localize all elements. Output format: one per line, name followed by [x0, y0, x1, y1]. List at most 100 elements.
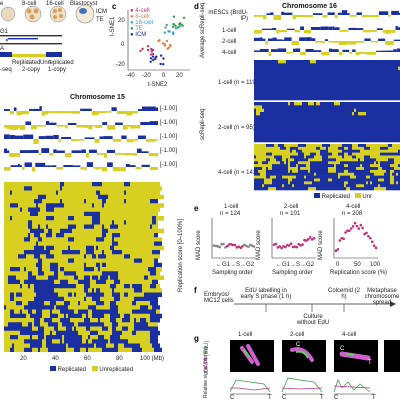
chr16-heat-4cell — [278, 179, 286, 182]
chr15-heatmap-cell — [110, 225, 118, 230]
chr15-heatmap-cell — [48, 225, 56, 230]
chr15-heatmap-cell — [14, 271, 16, 276]
chr16-heat-2cell — [332, 132, 340, 136]
micro-image-partial — [384, 340, 400, 372]
chr15-heatmap-cell — [90, 242, 98, 247]
chr15-heatmap-cell — [150, 271, 156, 276]
chr15-heatmap-cell — [66, 327, 72, 332]
chr16-heat-4cell — [288, 179, 292, 182]
chr16-4cell-track — [332, 49, 338, 52]
repli-score-label: Replication score [0–100%] — [178, 219, 184, 292]
chr15-heatmap-cell — [44, 293, 46, 298]
chr16-heat-1cell — [308, 80, 312, 84]
chr16-heat-1cell — [350, 67, 352, 71]
chr16-heat-2cell — [256, 109, 264, 113]
chr16-heat-4cell — [386, 161, 394, 164]
chr16-heat-2cell — [350, 105, 354, 109]
chr15-track — [99, 167, 102, 169]
chr16-heat-2cell — [314, 112, 320, 116]
chr15-heatmap-cell — [32, 322, 34, 327]
chr15-heatmap-cell — [154, 242, 162, 247]
chr15-heatmap-cell — [62, 335, 64, 340]
chr15-heatmap-cell — [126, 242, 128, 247]
chr16-heat-4cell — [280, 147, 286, 150]
chr16-heat-4cell — [290, 164, 296, 167]
chr16-heat-2cell — [320, 112, 322, 116]
chr15-heatmap-cell — [72, 280, 78, 285]
chr16-heat-2cell — [336, 139, 338, 143]
chr15-heatmap-cell — [60, 344, 66, 349]
chr16-heat-2cell — [362, 109, 366, 113]
g-t-mark: T — [368, 360, 372, 366]
chr15-heatmap-cell — [98, 233, 102, 238]
chr16-heat-1cell — [374, 93, 378, 97]
chr16-heat-4cell — [266, 153, 272, 156]
chr16-heat-4cell — [352, 181, 358, 184]
chr16-heat-4cell — [320, 153, 322, 156]
chr15-heatmap-cell — [130, 254, 138, 259]
chr16-heat-4cell — [314, 156, 322, 159]
chr15-heatmap-cell — [156, 229, 164, 234]
panel-e: e 1-cell n = 124 2-cell n = 101 4-cell n… — [194, 202, 400, 284]
chr16-heat-4cell — [390, 170, 394, 173]
chr15-heatmap-cell — [56, 182, 60, 187]
chr15-heatmap-cell — [74, 259, 78, 264]
chr16-heat-1cell — [320, 83, 324, 87]
chr15-heatmap-cell — [124, 327, 128, 332]
chr16-heat-4cell — [390, 173, 392, 176]
chr15-heatmap-cell — [8, 276, 16, 281]
chr15-heatmap-cell — [24, 199, 26, 204]
chr16-heat-1cell — [260, 90, 262, 94]
chr15-heatmap-cell — [48, 348, 54, 352]
chr16-heat-1cell — [274, 67, 282, 71]
chr16-heat-1cell — [346, 97, 352, 101]
chr16-heat-1cell — [324, 83, 332, 87]
chr15-heatmap-cell — [104, 259, 108, 264]
chr16-heat-1cell — [366, 67, 370, 71]
chr15-heatmap-cell — [116, 318, 122, 323]
chr16-heat-2cell — [302, 139, 306, 143]
chr15-heatmap-cell — [56, 191, 58, 196]
chr16-heat-1cell — [318, 97, 324, 101]
chr15-track — [146, 139, 155, 142]
chr16-heat-2cell — [322, 119, 328, 123]
chr16-heat-4cell — [342, 150, 348, 153]
chr16-heat-2cell — [284, 105, 290, 109]
chr15-heatmap-cell — [102, 203, 104, 208]
chr16-heat-4cell — [376, 176, 380, 179]
chr16-heat-4cell — [336, 170, 338, 173]
chr16-heat-2cell — [332, 135, 334, 139]
chr15-heatmap-cell — [14, 344, 22, 349]
mad-point — [275, 243, 278, 246]
chr16-heat-2cell — [366, 135, 370, 139]
chr16-heat-2cell — [270, 109, 272, 113]
chr16-heat-2cell — [354, 135, 360, 139]
chr16-heat-4cell — [294, 184, 300, 187]
chr16-2cell-track — [277, 39, 282, 41]
seq-label: -seq — [0, 67, 12, 73]
chr16-heat-2cell — [354, 112, 358, 116]
chr16-heat-1cell — [286, 90, 290, 94]
chr15-heatmap-cell — [78, 191, 86, 196]
step-metaphase: Metaphase chromosome spread — [364, 288, 400, 306]
mad-point — [369, 237, 372, 240]
chr16-heat-1cell — [300, 83, 308, 87]
chr16-heat-4cell — [286, 173, 294, 176]
chr16-heat-1cell — [358, 97, 366, 101]
chr15-heatmap-cell — [4, 259, 12, 264]
chr15-track — [80, 167, 84, 170]
chr16-heat-1cell — [256, 73, 262, 77]
chr16-1cell-track — [357, 28, 364, 30]
chr16-heat-4cell — [312, 170, 318, 173]
chr16-heat-2cell — [312, 129, 320, 133]
chr16-heat-4cell — [320, 181, 322, 184]
chr15-heatmap-cell — [34, 284, 38, 289]
chr15-heatmap-cell — [50, 331, 52, 336]
tsne-point — [139, 50, 141, 52]
chr15-heatmap-cell — [20, 182, 26, 187]
chr15-heatmap-cell — [98, 322, 104, 327]
chr15-heatmap-cell — [118, 305, 120, 310]
chr16-heat-2cell — [320, 119, 322, 123]
chr15-heatmap-cell — [48, 305, 54, 310]
chr15-heatmap-cell — [124, 344, 132, 349]
